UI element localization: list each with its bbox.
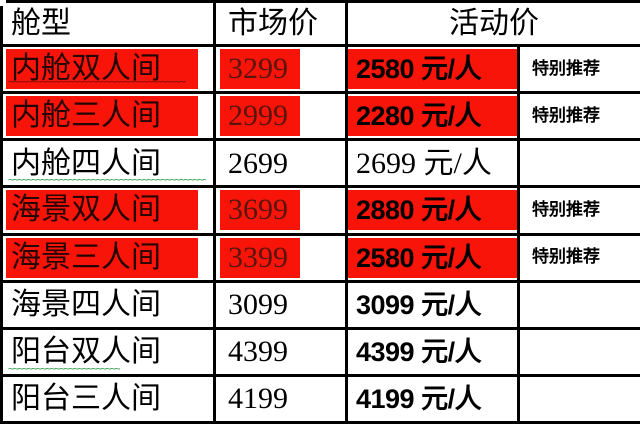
recommendation-cell: 特别推荐 <box>517 91 640 142</box>
activity-price-value: 2699 元/人 <box>356 146 492 180</box>
activity-price-value: 2580 元/人 <box>349 49 516 90</box>
cabin-type-label: 内舱三人间 <box>6 96 198 137</box>
cabin-type-label: 海景四人间 <box>11 288 161 322</box>
recommendation-cell <box>517 326 640 377</box>
activity-price-cell: 2699 元/人 <box>345 138 520 189</box>
header-cabin-type: 舱型 <box>0 0 216 48</box>
recommendation-cell <box>517 279 640 330</box>
cabin-type-cell: 内舱四人间 <box>0 138 216 189</box>
table-row: 海景三人间 3399 2580 元/人 特别推荐 <box>0 232 640 283</box>
market-price-cell: 3699 <box>213 185 348 236</box>
table-row: 内舱三人间 2999 2280 元/人 特别推荐 <box>0 91 640 142</box>
table-row: 海景四人间 3099 3099 元/人 <box>0 279 640 330</box>
activity-price-value: 4399 元/人 <box>356 337 482 368</box>
activity-price-cell: 2580 元/人 <box>345 44 520 95</box>
market-price-value: 4399 <box>228 335 288 369</box>
table-row: 阳台双人间 4399 4399 元/人 <box>0 326 640 377</box>
market-price-value: 3299 <box>220 49 300 90</box>
market-price-cell: 3299 <box>213 44 348 95</box>
market-price-cell: 2699 <box>213 138 348 189</box>
table-row: 海景双人间 3699 2880 元/人 特别推荐 <box>0 185 640 236</box>
activity-price-value: 4199 元/人 <box>356 384 482 415</box>
cabin-type-cell: 内舱双人间 <box>0 44 216 95</box>
activity-price-value: 2280 元/人 <box>349 96 516 137</box>
recommendation-cell: 特别推荐 <box>517 185 640 236</box>
market-price-value: 3399 <box>220 237 300 278</box>
activity-price-cell: 4199 元/人 <box>345 373 520 424</box>
cabin-type-label: 阳台三人间 <box>11 382 161 416</box>
recommendation-cell: 特别推荐 <box>517 232 640 283</box>
recommendation-cell <box>517 138 640 189</box>
cabin-type-label: 海景双人间 <box>6 190 198 231</box>
cabin-type-cell: 海景四人间 <box>0 279 216 330</box>
cabin-type-label: 阳台双人间 <box>11 335 161 369</box>
cabin-type-label: 海景三人间 <box>6 237 198 278</box>
table-row: 内舱双人间 3299 2580 元/人 特别推荐 <box>0 44 640 95</box>
cabin-type-label: 内舱双人间 <box>6 49 198 90</box>
market-price-value: 2999 <box>220 96 300 137</box>
recommendation-cell: 特别推荐 <box>517 44 640 95</box>
corner-notch <box>0 0 6 6</box>
market-price-value: 3699 <box>220 190 300 231</box>
market-price-cell: 2999 <box>213 91 348 142</box>
cabin-type-cell: 海景双人间 <box>0 185 216 236</box>
table-row: 阳台三人间 4199 4199 元/人 <box>0 373 640 424</box>
market-price-value: 3099 <box>228 288 288 322</box>
activity-price-cell: 2280 元/人 <box>345 91 520 142</box>
activity-price-cell: 2580 元/人 <box>345 232 520 283</box>
recommendation-cell <box>517 373 640 424</box>
market-price-cell: 3099 <box>213 279 348 330</box>
cabin-type-cell: 阳台双人间 <box>0 326 216 377</box>
market-price-cell: 3399 <box>213 232 348 283</box>
cabin-type-cell: 阳台三人间 <box>0 373 216 424</box>
activity-price-value: 3099 元/人 <box>356 290 482 321</box>
activity-price-cell: 2880 元/人 <box>345 185 520 236</box>
cabin-type-cell: 海景三人间 <box>0 232 216 283</box>
activity-price-cell: 3099 元/人 <box>345 279 520 330</box>
activity-price-value: 2580 元/人 <box>349 237 516 278</box>
activity-price-value: 2880 元/人 <box>349 190 516 231</box>
market-price-value: 2699 <box>228 146 288 180</box>
market-price-cell: 4399 <box>213 326 348 377</box>
cabin-type-label: 内舱四人间 <box>11 146 161 180</box>
header-row: 舱型 市场价 活动价 <box>0 0 640 48</box>
header-activity-price: 活动价 <box>345 0 640 48</box>
market-price-value: 4199 <box>228 382 288 416</box>
cabin-type-cell: 内舱三人间 <box>0 91 216 142</box>
activity-price-cell: 4399 元/人 <box>345 326 520 377</box>
table-row: 内舱四人间 2699 2699 元/人 <box>0 138 640 189</box>
market-price-cell: 4199 <box>213 373 348 424</box>
header-market-price: 市场价 <box>213 0 348 48</box>
